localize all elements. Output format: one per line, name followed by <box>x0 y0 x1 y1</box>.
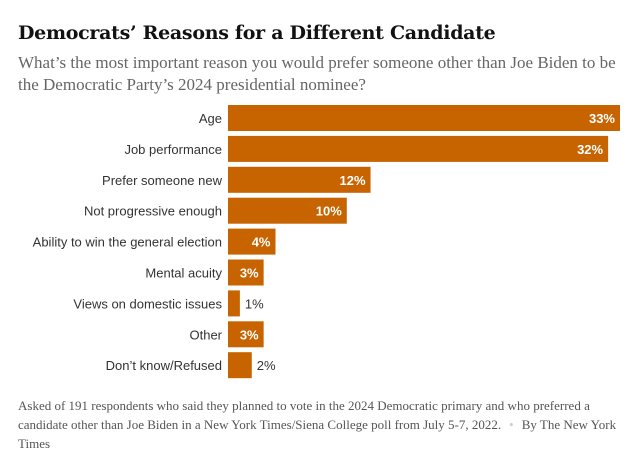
category-label: Ability to win the general election <box>33 235 222 250</box>
category-label: Other <box>189 327 222 342</box>
category-label: Prefer someone new <box>102 173 223 188</box>
category-label: Views on domestic issues <box>73 296 222 311</box>
data-label: 1% <box>245 296 264 311</box>
source-note: Asked of 191 respondents who said they p… <box>18 398 590 432</box>
data-label: 12% <box>340 173 366 188</box>
category-label: Age <box>199 111 222 126</box>
data-label: 2% <box>257 358 276 373</box>
chart-note: Asked of 191 respondents who said they p… <box>18 396 628 453</box>
bar <box>228 290 240 317</box>
data-label: 10% <box>316 204 342 219</box>
bar-chart: Age 33% Job performance 32% Prefer someone n… <box>33 105 620 379</box>
data-label: 3% <box>240 327 259 342</box>
bar <box>228 259 264 286</box>
category-label: Mental acuity <box>145 266 222 281</box>
chart-subtitle: What’s the most important reason you wou… <box>18 53 616 94</box>
bar <box>228 135 609 162</box>
data-label: 4% <box>252 235 271 250</box>
data-label: 32% <box>577 142 603 157</box>
credit: By The New York Times <box>18 417 617 451</box>
category-label: Not progressive enough <box>84 204 222 219</box>
bar <box>228 352 252 379</box>
category-label: Don’t know/Refused <box>106 358 222 373</box>
bar <box>228 228 276 255</box>
category-label: Job performance <box>124 142 222 157</box>
chart-title: Democrats’ Reasons for a Different Candi… <box>18 22 496 44</box>
bar <box>228 166 371 193</box>
bar <box>228 321 264 348</box>
data-label: 33% <box>589 111 615 126</box>
bar <box>228 105 620 131</box>
data-label: 3% <box>240 266 259 281</box>
bar <box>228 197 347 224</box>
separator-dot: • <box>509 417 514 432</box>
